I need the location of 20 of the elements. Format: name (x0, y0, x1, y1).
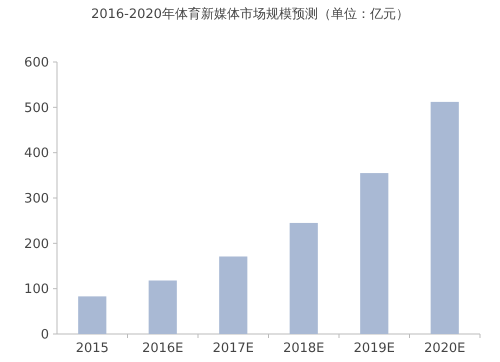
bar (219, 256, 248, 334)
y-tick-label: 300 (24, 192, 49, 207)
chart-title: 2016-2020年体育新媒体市场规模预测（单位：亿元） (91, 6, 409, 22)
y-tick-label: 400 (24, 146, 49, 162)
bar (430, 102, 459, 334)
x-tick-label: 2020E (424, 341, 466, 356)
bar (78, 296, 106, 334)
y-tick-label: 600 (24, 56, 49, 71)
y-tick-label: 100 (24, 282, 49, 298)
bar (290, 222, 318, 334)
x-tick-label: 2019E (354, 341, 395, 356)
x-tick-label: 2015 (76, 341, 109, 356)
y-tick-label: 500 (24, 100, 49, 116)
x-tick-label: 2017E (212, 341, 254, 356)
x-tick-label: 2016E (142, 341, 184, 356)
bar (360, 173, 388, 334)
y-tick-label: 0 (40, 328, 49, 343)
y-tick-label: 200 (24, 236, 49, 252)
bar (148, 280, 177, 334)
x-tick-label: 2018E (283, 341, 324, 356)
